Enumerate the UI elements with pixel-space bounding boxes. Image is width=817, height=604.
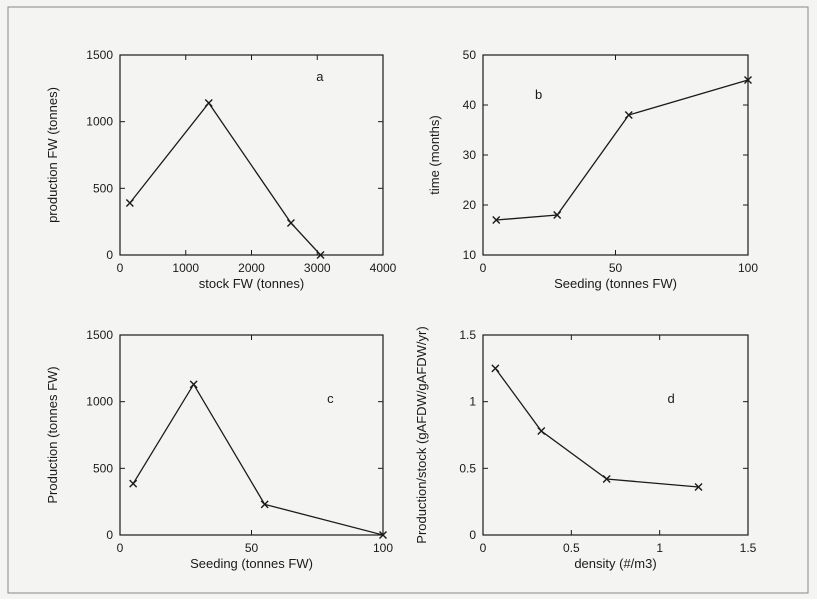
- series-line-d: [494, 367, 699, 488]
- y-tick-label-a: 1000: [86, 115, 113, 129]
- x-tick-label-a: 0: [117, 261, 124, 275]
- data-point-b: [624, 111, 633, 119]
- series-line-a: [129, 101, 322, 256]
- data-point-c: [260, 500, 269, 509]
- y-tick-label-d: 0.5: [459, 461, 476, 475]
- panel-label-c: c: [327, 391, 334, 406]
- plot-frame-d: [482, 334, 749, 536]
- y-axis-label-d: Production/stock (gAFDW/gAFDW/yr): [414, 326, 429, 543]
- x-tick-label-a: 3000: [304, 261, 331, 275]
- x-tick-label-d: 1.5: [740, 541, 757, 555]
- y-tick-label-c: 0: [106, 528, 113, 542]
- x-axis-label-a: stock FW (tonnes): [199, 276, 304, 291]
- y-tick-label-b: 20: [463, 198, 477, 212]
- data-point-c: [189, 380, 198, 389]
- panel-d: 0 0.5 1 1.5 0 0.5 1 1.5 density (#/m3) Production…: [414, 326, 757, 571]
- y-tick-label-c: 1000: [86, 395, 113, 409]
- y-tick-label-a: 500: [93, 181, 113, 195]
- data-point-d: [602, 475, 611, 483]
- y-tick-label-b: 10: [463, 248, 477, 262]
- data-point-a: [125, 199, 134, 207]
- data-point-b: [553, 211, 562, 219]
- y-tick-label-b: 30: [463, 148, 477, 162]
- data-point-c: [379, 531, 387, 539]
- x-tick-label-b: 100: [738, 261, 758, 275]
- y-axis-label-c: Production (tonnes FW): [45, 366, 60, 503]
- x-tick-label-d: 0.5: [563, 541, 580, 555]
- y-tick-label-b: 50: [463, 48, 477, 62]
- plot-frame-b: [482, 54, 749, 256]
- panel-label-a: a: [316, 69, 324, 84]
- x-tick-label-c: 0: [117, 541, 124, 555]
- data-point-a: [204, 99, 213, 107]
- data-point-d: [537, 427, 546, 435]
- panel-a: 0 1000 2000 3000 4000 0 500 1000 1500 stock FW (t…: [45, 48, 397, 291]
- y-tick-label-d: 1: [469, 395, 476, 409]
- data-point-b: [492, 216, 501, 224]
- x-axis-label-d: density (#/m3): [574, 556, 656, 571]
- x-tick-label-b: 50: [609, 261, 623, 275]
- x-tick-label-b: 0: [480, 261, 487, 275]
- figure-border: [7, 6, 809, 594]
- series-line-b: [496, 79, 749, 221]
- data-point-a: [316, 251, 325, 259]
- x-tick-label-d: 0: [480, 541, 487, 555]
- plot-frame-c: [119, 334, 384, 536]
- y-tick-label-a: 1500: [86, 48, 113, 62]
- y-tick-label-d: 0: [469, 528, 476, 542]
- x-tick-label-a: 4000: [370, 261, 397, 275]
- data-point-d: [694, 483, 703, 491]
- panel-label-b: b: [535, 87, 542, 102]
- x-axis-label-b: Seeding (tonnes FW): [554, 276, 677, 291]
- data-point-d: [491, 364, 500, 373]
- x-tick-label-c: 100: [373, 541, 393, 555]
- plot-frame-a: [119, 54, 384, 256]
- y-tick-label-d: 1.5: [459, 328, 476, 342]
- data-point-b: [744, 76, 752, 84]
- data-point-a: [286, 219, 295, 227]
- y-tick-label-c: 500: [93, 461, 113, 475]
- x-axis-label-c: Seeding (tonnes FW): [190, 556, 313, 571]
- x-tick-label-a: 2000: [238, 261, 265, 275]
- data-point-c: [129, 479, 138, 488]
- y-axis-label-b: time (months): [427, 115, 442, 194]
- y-tick-label-c: 1500: [86, 328, 113, 342]
- y-tick-label-a: 0: [106, 248, 113, 262]
- y-tick-label-b: 40: [463, 98, 477, 112]
- x-tick-label-a: 1000: [172, 261, 199, 275]
- y-axis-label-a: production FW (tonnes): [45, 87, 60, 223]
- x-tick-label-c: 50: [245, 541, 259, 555]
- x-tick-label-d: 1: [656, 541, 663, 555]
- panel-label-d: d: [668, 391, 675, 406]
- series-line-c: [132, 383, 384, 536]
